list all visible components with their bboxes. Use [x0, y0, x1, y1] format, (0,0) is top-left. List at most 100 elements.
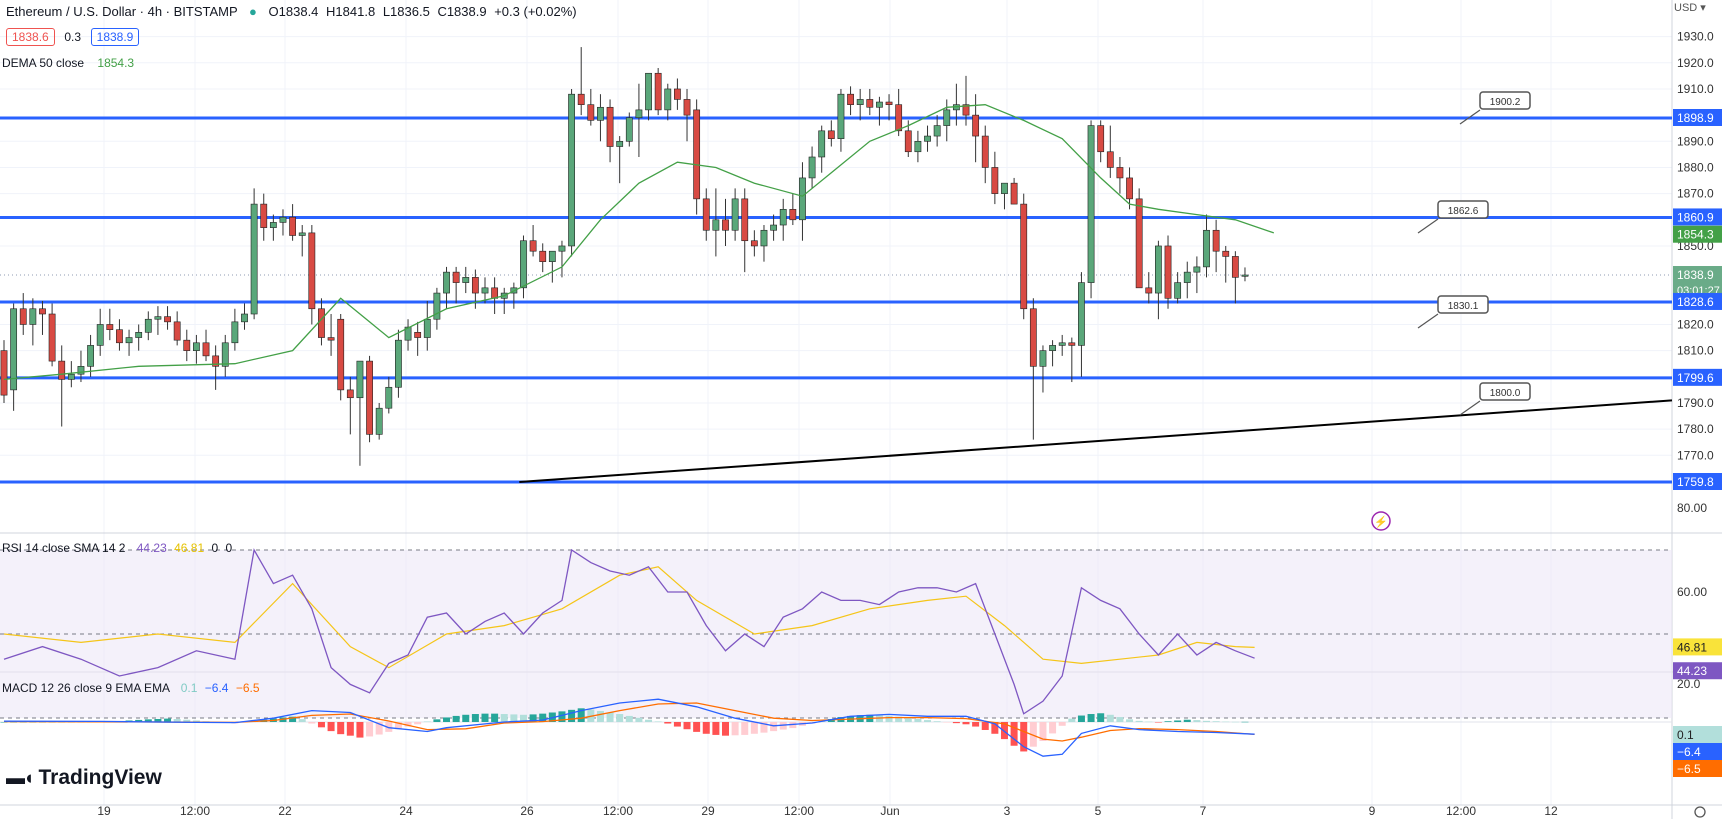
- buy-price-button[interactable]: 1838.9: [90, 28, 140, 46]
- candle-body: [914, 140, 922, 153]
- candle-body: [760, 229, 768, 247]
- chevron-down-icon: ▾: [1700, 2, 1706, 14]
- candle-body: [346, 389, 354, 399]
- time-axis-tick: 12:00: [784, 804, 814, 818]
- candle-body: [837, 93, 845, 139]
- candle-body: [67, 373, 75, 380]
- candle-body: [885, 101, 893, 105]
- candle-body: [606, 106, 614, 147]
- macd-histogram-bar: [635, 717, 643, 722]
- price-axis-tick: 1870.0: [1677, 187, 1714, 201]
- candle-body: [1203, 229, 1210, 268]
- candle-body: [452, 271, 460, 283]
- macd-histogram-bar: [1097, 713, 1105, 722]
- ohlc-low: L1836.5: [382, 4, 430, 19]
- macd-histogram-bar: [1106, 714, 1114, 722]
- rsi-legend[interactable]: RSI 14 close SMA 14 2 44.23 46.81 0 0: [2, 541, 232, 555]
- macd-histogram-bar: [1049, 722, 1057, 734]
- candle-body: [635, 109, 643, 119]
- candle-body: [1029, 308, 1037, 367]
- candle-body: [125, 337, 133, 344]
- candle-body: [712, 219, 720, 231]
- macd-histogram-bar: [491, 713, 499, 722]
- dema50-line: [3, 104, 1275, 381]
- macd-histogram-bar: [1058, 722, 1066, 726]
- candle-body: [260, 203, 268, 228]
- macd-histogram-bar: [394, 722, 402, 730]
- candle-body: [904, 130, 912, 153]
- macd-histogram-bar: [702, 722, 710, 734]
- price-axis-tick: 1880.0: [1677, 160, 1714, 174]
- macd-histogram-bar: [885, 715, 893, 722]
- tradingview-logo-icon: ▬◖: [6, 768, 35, 789]
- macd-histogram-bar: [1222, 721, 1230, 723]
- candle-body: [327, 337, 335, 341]
- price-axis-tick: 1930.0: [1677, 30, 1714, 44]
- candle-body: [48, 313, 56, 362]
- rsi-sma-axis-label-bg: [1673, 638, 1722, 656]
- macd-line-value: −6.4: [204, 681, 229, 695]
- macd-histogram-bar: [1020, 722, 1028, 752]
- candle-body: [231, 321, 239, 344]
- macd-histogram-bar: [616, 714, 624, 722]
- ohlc-close: C1838.9: [437, 4, 487, 19]
- macd-legend[interactable]: MACD 12 26 close 9 EMA EMA 0.1 −6.4 −6.5: [2, 681, 260, 695]
- candle-body: [96, 324, 104, 346]
- macd-histogram-bar: [404, 722, 412, 727]
- candle-body: [414, 332, 422, 338]
- macd-histogram-bar: [760, 722, 768, 733]
- candle-body: [1087, 125, 1095, 283]
- time-axis-tick: 22: [278, 804, 292, 818]
- candle-body: [818, 130, 826, 158]
- price-callout-label: 1862.6: [1448, 206, 1479, 217]
- candle-body: [856, 99, 864, 105]
- time-axis-tick: 26: [520, 804, 534, 818]
- macd-histogram-bar: [462, 714, 470, 722]
- time-axis-tick: 24: [399, 804, 413, 818]
- macd-histogram-bar: [154, 718, 162, 722]
- candle-body: [799, 177, 806, 221]
- candle-body: [135, 332, 143, 338]
- candle-body: [981, 135, 989, 168]
- candle-body: [193, 342, 200, 351]
- macd-histogram-bar: [683, 722, 691, 730]
- candle-body: [356, 360, 364, 399]
- price-axis-tick: 1780.0: [1677, 422, 1714, 436]
- macd-histogram-bar: [327, 722, 335, 732]
- candle-body: [308, 232, 316, 310]
- macd-histogram-bar: [1068, 718, 1076, 722]
- macd-axis-label: 0.1: [1677, 728, 1694, 742]
- candle-body: [962, 104, 970, 116]
- candle-body: [876, 101, 883, 108]
- candle-body: [664, 88, 672, 111]
- candle-body: [866, 99, 874, 108]
- price-axis-label: 1860.9: [1677, 210, 1714, 224]
- price-axis-tick: 1890.0: [1677, 134, 1714, 148]
- price-axis-label-bg: [1673, 292, 1722, 310]
- price-axis-label: 1759.8: [1677, 475, 1714, 489]
- price-axis-label-bg: [1673, 368, 1722, 386]
- macd-histogram-bar: [317, 722, 325, 728]
- rsi-value: 44.23: [136, 541, 167, 555]
- macd-histogram-bar: [298, 719, 306, 722]
- macd-histogram-bar: [1203, 720, 1210, 722]
- candle-body: [1078, 282, 1085, 346]
- dema-value: 1854.3: [97, 56, 135, 70]
- candle-body: [337, 318, 345, 391]
- macd-histogram-bar: [1164, 721, 1172, 722]
- candle-body: [597, 106, 604, 121]
- macd-histogram-bar: [192, 720, 200, 722]
- candle-body: [87, 345, 94, 367]
- candle-body: [1116, 167, 1124, 179]
- candle-body: [173, 321, 181, 341]
- macd-signal-line: [3, 702, 1255, 742]
- currency-label: USD: [1674, 2, 1698, 14]
- sell-price-button[interactable]: 1838.6: [6, 28, 55, 46]
- candle-body: [847, 93, 854, 105]
- settings-gear-icon: [1694, 806, 1706, 818]
- macd-histogram-bar: [914, 718, 922, 722]
- currency-selector[interactable]: USD ▾: [1674, 1, 1706, 14]
- dema-legend[interactable]: DEMA 50 close 1854.3: [2, 56, 134, 70]
- macd-histogram-bar: [1183, 719, 1191, 722]
